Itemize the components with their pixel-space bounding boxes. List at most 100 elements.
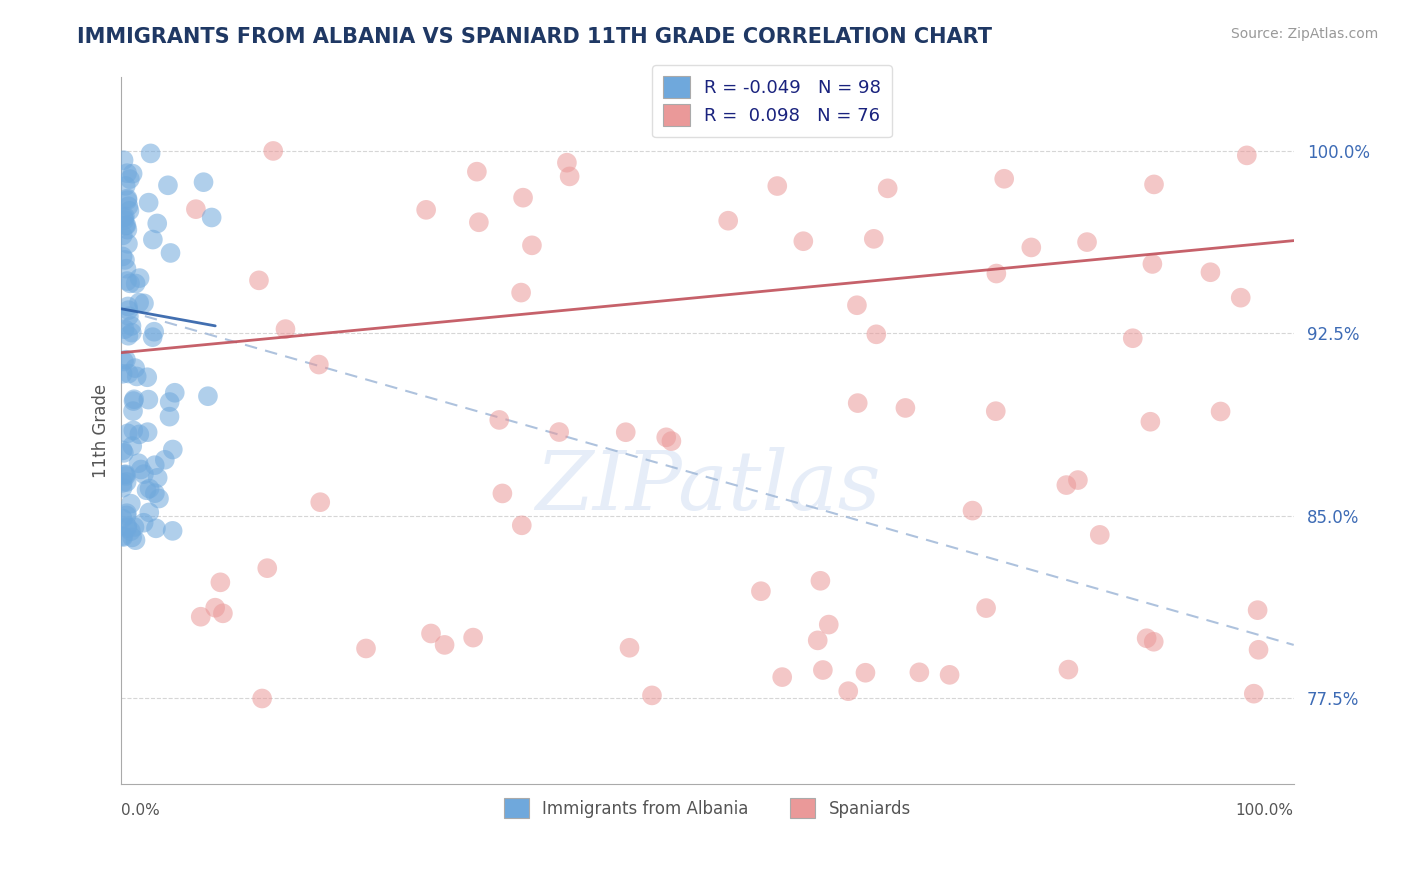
Point bbox=[1139, 415, 1161, 429]
Point bbox=[204, 600, 226, 615]
Point bbox=[162, 524, 184, 538]
Point bbox=[619, 640, 641, 655]
Point bbox=[247, 273, 270, 287]
Point bbox=[184, 202, 207, 216]
Text: Source: ZipAtlas.com: Source: ZipAtlas.com bbox=[1230, 27, 1378, 41]
Point bbox=[558, 169, 581, 184]
Point bbox=[118, 309, 141, 323]
Point bbox=[153, 452, 176, 467]
Point bbox=[845, 298, 868, 312]
Point bbox=[142, 330, 165, 344]
Point bbox=[855, 665, 877, 680]
Point bbox=[865, 327, 887, 342]
Point bbox=[114, 322, 136, 336]
Point bbox=[111, 443, 134, 458]
Point bbox=[124, 520, 146, 534]
Point bbox=[121, 167, 143, 181]
Point bbox=[115, 519, 138, 533]
Point bbox=[463, 631, 485, 645]
Point bbox=[136, 370, 159, 384]
Point bbox=[114, 210, 136, 224]
Point bbox=[465, 164, 488, 178]
Point bbox=[138, 392, 160, 407]
Point bbox=[138, 505, 160, 519]
Point bbox=[193, 175, 215, 189]
Point bbox=[115, 508, 138, 523]
Point bbox=[121, 530, 143, 544]
Point bbox=[143, 325, 166, 339]
Point bbox=[986, 267, 1008, 281]
Point bbox=[143, 486, 166, 500]
Point bbox=[163, 385, 186, 400]
Point bbox=[1057, 663, 1080, 677]
Point bbox=[1054, 478, 1077, 492]
Point bbox=[112, 153, 135, 168]
Point bbox=[111, 529, 134, 543]
Point bbox=[520, 238, 543, 252]
Point bbox=[807, 633, 830, 648]
Point bbox=[766, 179, 789, 194]
Point bbox=[142, 233, 165, 247]
Point bbox=[512, 191, 534, 205]
Point bbox=[115, 352, 138, 367]
Point bbox=[792, 234, 814, 248]
Point bbox=[118, 367, 141, 381]
Y-axis label: 11th Grade: 11th Grade bbox=[93, 384, 110, 477]
Point bbox=[159, 246, 181, 260]
Point bbox=[114, 469, 136, 483]
Point bbox=[143, 458, 166, 472]
Point bbox=[491, 486, 513, 500]
Point bbox=[124, 533, 146, 548]
Point bbox=[510, 518, 533, 533]
Point bbox=[993, 171, 1015, 186]
Point bbox=[145, 521, 167, 535]
Point bbox=[132, 296, 155, 310]
Point bbox=[862, 232, 884, 246]
Point bbox=[111, 511, 134, 525]
Point bbox=[117, 426, 139, 441]
Point bbox=[156, 178, 179, 193]
Point bbox=[354, 641, 377, 656]
Point bbox=[1209, 404, 1232, 418]
Point bbox=[118, 172, 141, 186]
Point bbox=[1143, 634, 1166, 648]
Point bbox=[974, 601, 997, 615]
Point bbox=[111, 475, 134, 490]
Point bbox=[118, 203, 141, 218]
Point bbox=[876, 181, 898, 195]
Point bbox=[420, 626, 443, 640]
Point bbox=[128, 271, 150, 285]
Point bbox=[148, 491, 170, 506]
Point bbox=[262, 144, 284, 158]
Point bbox=[655, 430, 678, 444]
Point bbox=[128, 427, 150, 442]
Point bbox=[122, 424, 145, 438]
Point bbox=[121, 318, 143, 333]
Point bbox=[197, 389, 219, 403]
Point bbox=[1246, 603, 1268, 617]
Point bbox=[415, 202, 437, 217]
Point bbox=[749, 584, 772, 599]
Point bbox=[136, 425, 159, 439]
Point bbox=[1243, 687, 1265, 701]
Point bbox=[129, 462, 152, 476]
Point bbox=[114, 252, 136, 267]
Point bbox=[938, 668, 960, 682]
Point bbox=[115, 166, 138, 180]
Point bbox=[135, 483, 157, 498]
Point bbox=[641, 689, 664, 703]
Point bbox=[274, 322, 297, 336]
Point bbox=[111, 367, 134, 381]
Point bbox=[1199, 265, 1222, 279]
Point bbox=[138, 195, 160, 210]
Point bbox=[117, 328, 139, 343]
Point bbox=[138, 482, 160, 496]
Point bbox=[112, 530, 135, 544]
Point bbox=[117, 193, 139, 207]
Point bbox=[111, 249, 134, 263]
Point bbox=[115, 475, 138, 489]
Point bbox=[1076, 235, 1098, 249]
Point bbox=[1021, 240, 1043, 254]
Point bbox=[811, 663, 834, 677]
Point bbox=[122, 392, 145, 407]
